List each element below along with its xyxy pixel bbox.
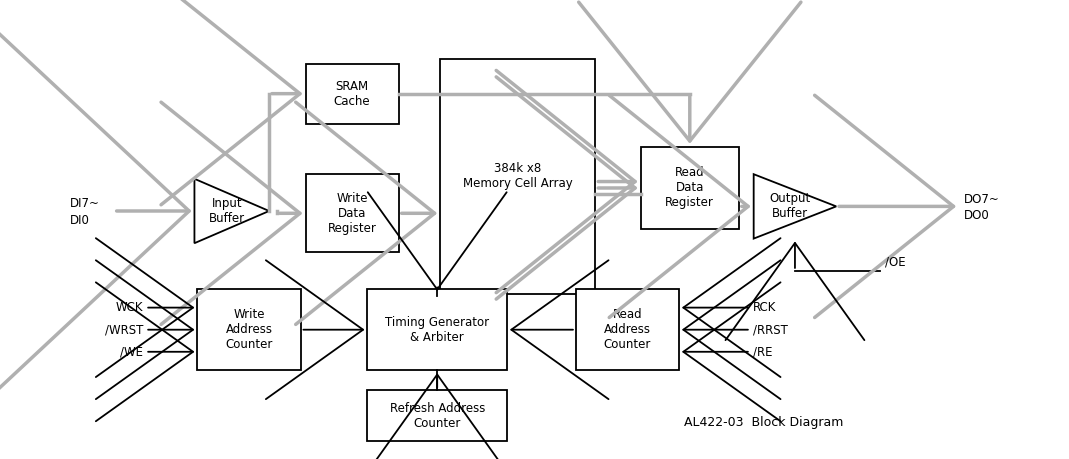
Text: DO7~: DO7~ [964,192,1000,206]
Text: Refresh Address
Counter: Refresh Address Counter [389,402,485,430]
Text: SRAM
Cache: SRAM Cache [334,80,371,108]
Text: WCK: WCK [115,301,143,314]
Text: /OE: /OE [885,255,907,268]
Text: RCK: RCK [753,301,776,314]
Text: Read
Data
Register: Read Data Register [665,167,714,209]
Bar [440,59,595,294]
Text: Timing Generator
& Arbiter: Timing Generator & Arbiter [385,316,490,344]
Text: DO0: DO0 [964,209,990,222]
Text: /WRST: /WRST [105,323,143,336]
Text: Read
Address
Counter: Read Address Counter [604,308,651,351]
Text: /RE: /RE [753,345,772,358]
Text: Output
Buffer: Output Buffer [770,192,810,220]
Bar [368,391,507,441]
Text: DI7~: DI7~ [69,197,99,210]
Bar [368,289,507,370]
Text: 384k x8
Memory Cell Array: 384k x8 Memory Cell Array [463,162,573,190]
Text: Write
Address
Counter: Write Address Counter [226,308,273,351]
Text: Write
Data
Register: Write Data Register [328,192,376,235]
Bar [576,289,679,370]
Bar [640,146,739,230]
Text: DI0: DI0 [69,214,90,227]
Text: AL422-03  Block Diagram: AL422-03 Block Diagram [684,416,843,429]
Bar [306,64,399,123]
Bar [198,289,300,370]
Text: /RRST: /RRST [753,323,788,336]
Text: /WE: /WE [121,345,143,358]
Text: Input
Buffer: Input Buffer [208,197,245,225]
Bar [306,174,399,252]
